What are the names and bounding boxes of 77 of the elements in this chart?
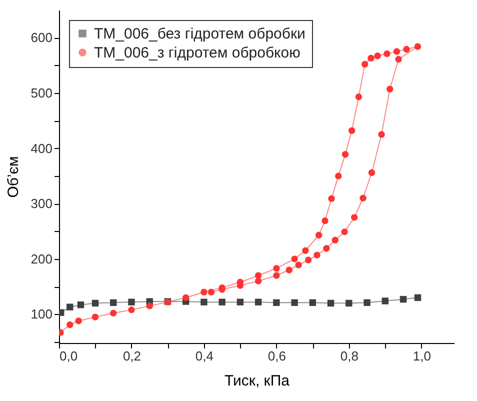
legend-label: ТМ_006_без гідротем обробки — [94, 26, 306, 42]
point — [110, 310, 117, 316]
x-tick-label: 0,2 — [122, 348, 142, 364]
point — [286, 266, 292, 274]
point — [314, 252, 320, 258]
y-tick-label: 100 — [30, 306, 52, 322]
point — [368, 54, 374, 62]
point — [218, 298, 226, 306]
point — [382, 298, 388, 304]
point — [327, 300, 334, 307]
point — [414, 294, 422, 301]
point — [110, 299, 117, 306]
legend-label: ТМ_006_з гідротем обробкою — [94, 44, 300, 62]
point — [323, 245, 330, 252]
point — [348, 127, 356, 134]
point — [355, 94, 362, 100]
point — [128, 306, 135, 314]
point — [291, 299, 298, 306]
point — [360, 194, 366, 202]
point — [291, 256, 298, 262]
point — [302, 247, 309, 254]
point — [66, 304, 74, 310]
x-tick-label: 0,4 — [195, 348, 214, 364]
point — [66, 321, 74, 328]
point — [346, 300, 352, 307]
point — [393, 48, 400, 55]
x-tick-label: 1,0 — [412, 348, 431, 364]
point — [335, 172, 342, 180]
point — [395, 56, 402, 63]
point — [315, 232, 322, 238]
point — [59, 309, 64, 316]
point — [414, 43, 422, 50]
point — [378, 131, 385, 138]
point — [77, 301, 84, 308]
point — [200, 298, 208, 306]
point — [273, 299, 280, 306]
point — [254, 298, 262, 306]
y-tick-label: 600 — [30, 30, 52, 46]
point — [273, 264, 280, 272]
point — [92, 314, 99, 320]
point — [342, 151, 349, 158]
y-axis-title: Об’єм — [4, 156, 22, 198]
point — [92, 300, 99, 307]
x-tick-label: 0,8 — [340, 348, 358, 364]
point — [304, 256, 312, 264]
point — [128, 298, 135, 306]
point — [208, 288, 215, 296]
y-tick-label: 300 — [30, 196, 52, 212]
point — [350, 214, 358, 221]
point — [403, 46, 410, 53]
y-tick-label: 400 — [30, 140, 52, 156]
point — [332, 236, 338, 244]
point — [328, 195, 335, 202]
point — [254, 272, 262, 279]
point — [309, 299, 316, 306]
x-axis-title: Тиск, кПа — [224, 372, 290, 390]
point — [146, 302, 153, 310]
point — [386, 86, 394, 92]
point — [341, 228, 348, 236]
x-tick-label: 0,6 — [268, 348, 286, 364]
point — [273, 272, 280, 279]
point — [364, 299, 370, 306]
x-tick-label: 0,0 — [60, 348, 78, 364]
point — [362, 60, 368, 68]
point — [200, 288, 208, 296]
y-tick-label: 500 — [30, 85, 52, 100]
point — [295, 262, 302, 268]
point — [368, 169, 376, 176]
point — [384, 50, 390, 58]
point — [374, 52, 381, 60]
point — [400, 296, 407, 303]
point — [322, 217, 328, 224]
y-tick-label: 200 — [30, 251, 52, 266]
point — [75, 318, 82, 324]
point — [236, 298, 244, 306]
point — [254, 278, 262, 284]
point — [182, 294, 190, 301]
